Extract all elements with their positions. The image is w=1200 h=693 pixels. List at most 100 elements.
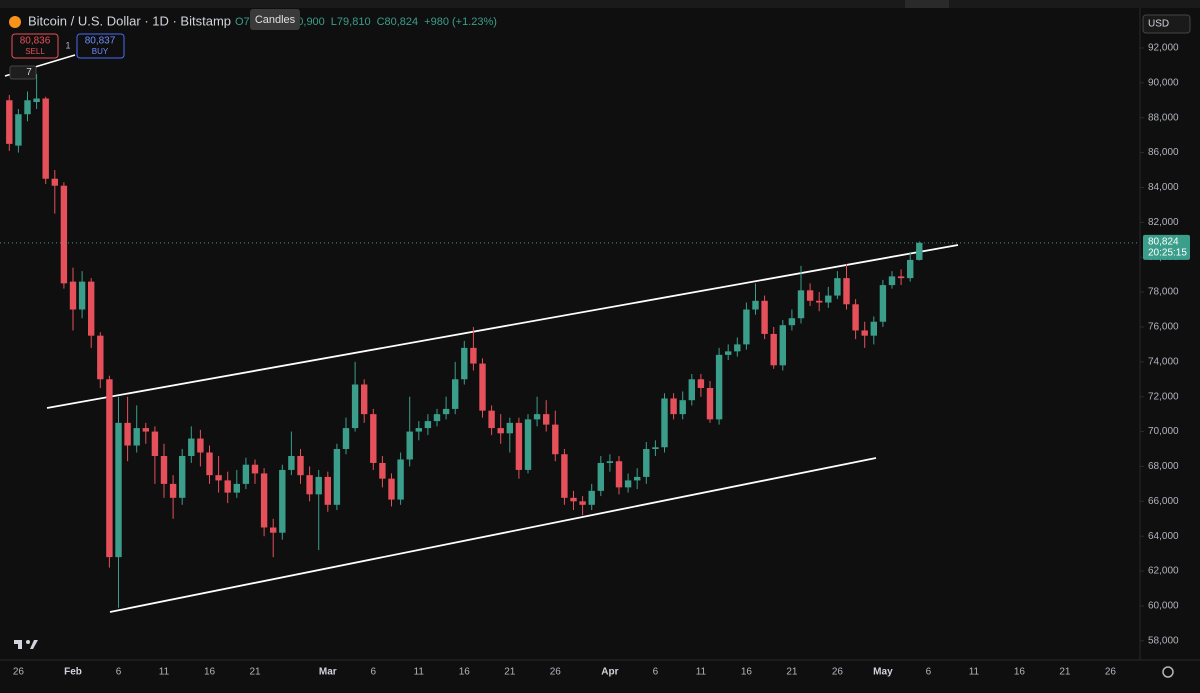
y-tick-label: 66,000 xyxy=(1148,496,1179,507)
candle-body xyxy=(351,384,359,429)
x-tick-label: 21 xyxy=(786,667,798,678)
candle-body xyxy=(916,242,923,260)
candle-body xyxy=(315,476,322,495)
candle-body xyxy=(606,461,614,463)
settings-icon[interactable] xyxy=(1162,666,1174,678)
candle-body xyxy=(715,354,723,420)
candle-body xyxy=(825,295,832,303)
last-price-tag xyxy=(1143,234,1190,260)
sell-button[interactable] xyxy=(11,33,59,59)
symbol-title[interactable]: Bitcoin / U.S. Dollar · 1D · Bitstamp xyxy=(28,13,231,28)
y-tick-label: 70,000 xyxy=(1148,426,1179,437)
candle-body xyxy=(624,480,632,488)
x-tick-label: 21 xyxy=(249,667,261,678)
candle-body xyxy=(734,344,741,352)
candle-body xyxy=(543,414,550,425)
toolbar-button[interactable] xyxy=(905,0,949,8)
lower-channel-line[interactable] xyxy=(109,457,877,613)
candle-body xyxy=(215,475,222,481)
candle-body xyxy=(115,422,122,558)
collapse-badge[interactable] xyxy=(9,65,37,80)
candle-body xyxy=(679,400,686,415)
candle-body xyxy=(242,464,250,484)
candle-body xyxy=(442,408,450,415)
x-tick-label: May xyxy=(873,667,893,678)
candle-body xyxy=(361,384,368,415)
candle-body xyxy=(725,351,732,355)
candle-body xyxy=(288,455,295,470)
candle-body xyxy=(133,428,140,446)
candle-body xyxy=(788,318,796,326)
candle-body xyxy=(270,527,277,533)
x-tick-label: 26 xyxy=(550,667,562,678)
candle-body xyxy=(69,281,77,310)
tooltip xyxy=(250,9,300,30)
candle-body xyxy=(816,300,823,303)
candle-body xyxy=(179,455,186,498)
candle-body xyxy=(579,501,586,505)
buy-price: 80,837 xyxy=(85,36,116,47)
x-tick-label: 26 xyxy=(1105,667,1117,678)
candle-body xyxy=(51,178,58,186)
candle-body xyxy=(279,469,286,533)
upper-channel-line[interactable] xyxy=(46,244,959,409)
candle-body xyxy=(515,422,523,470)
candle-body xyxy=(688,379,695,401)
countdown: 20:25:15 xyxy=(1148,247,1187,258)
x-tick-label: 16 xyxy=(1014,667,1026,678)
candle-body xyxy=(524,419,532,470)
candle-body xyxy=(552,424,559,455)
candle-body xyxy=(188,438,195,456)
candle-body xyxy=(88,281,95,336)
symbol-icon xyxy=(9,16,21,28)
y-tick-label: 92,000 xyxy=(1148,43,1179,54)
candle-body xyxy=(615,461,623,488)
y-tick-label: 86,000 xyxy=(1148,147,1179,158)
x-tick-label: Apr xyxy=(601,667,618,678)
candle-body xyxy=(661,398,668,448)
x-tick-label: 16 xyxy=(741,667,753,678)
candle-body xyxy=(879,285,887,322)
candle-body xyxy=(224,480,231,493)
candle-body xyxy=(470,347,477,364)
x-tick-label: 11 xyxy=(696,667,707,678)
candle-body xyxy=(206,452,213,476)
x-tick-label: 6 xyxy=(116,667,122,678)
y-tick-label: 76,000 xyxy=(1148,322,1179,333)
candle-body xyxy=(124,422,131,446)
candle-body xyxy=(260,473,268,528)
candle-body xyxy=(770,333,777,366)
buy-label: BUY xyxy=(92,47,109,56)
y-tick-label: 72,000 xyxy=(1148,391,1179,402)
candle-body xyxy=(24,100,31,115)
candle-body xyxy=(251,464,259,474)
y-tick-label: 68,000 xyxy=(1148,461,1179,472)
last-price-label: 80,824 xyxy=(1148,236,1179,247)
y-tick-label: 74,000 xyxy=(1148,356,1179,367)
ohlc-value: L79,810 xyxy=(331,16,371,28)
candle-body xyxy=(106,379,113,558)
sell-price: 80,836 xyxy=(20,36,51,47)
candle-body xyxy=(306,475,313,495)
toolbar xyxy=(0,0,1200,8)
candle-body xyxy=(888,276,896,286)
x-tick-label: Feb xyxy=(64,667,82,678)
candle-body xyxy=(324,476,331,505)
candle-body xyxy=(197,438,204,453)
sell-label: SELL xyxy=(25,47,45,56)
candle-body xyxy=(97,335,104,380)
x-tick-label: 6 xyxy=(371,667,377,678)
candle-body xyxy=(415,428,422,432)
y-tick-label: 62,000 xyxy=(1148,566,1179,577)
candle-body xyxy=(870,321,877,336)
ohlc-value: +980 (+1.23%) xyxy=(424,16,497,28)
candle-body xyxy=(461,347,468,380)
candle-body xyxy=(15,114,22,146)
candle-body xyxy=(561,454,568,498)
y-tick-label: 64,000 xyxy=(1148,531,1179,542)
candle-body xyxy=(697,379,705,388)
currency-select[interactable] xyxy=(1142,14,1191,34)
buy-button[interactable] xyxy=(76,33,125,59)
